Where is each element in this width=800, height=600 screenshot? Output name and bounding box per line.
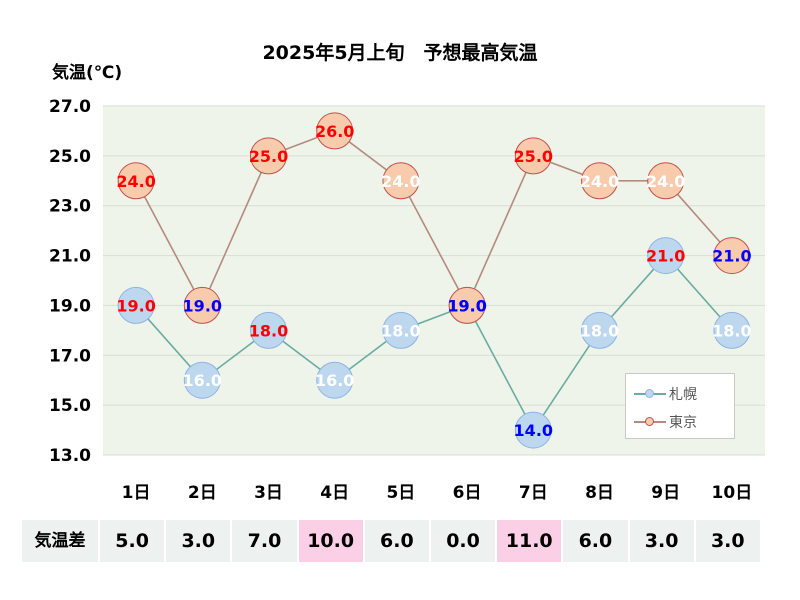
temperature-difference-row: 気温差 5.0 3.0 7.0 10.0 6.0 0.0 11.0 6.0 3.0 3.0 xyxy=(22,520,762,562)
data-label: 18.0 xyxy=(712,321,751,340)
diff-cell: 3.0 xyxy=(695,520,762,562)
chart-legend: 札幌 東京 xyxy=(625,373,735,439)
legend-label-tokyo: 東京 xyxy=(669,415,697,431)
data-label: 21.0 xyxy=(712,247,751,266)
x-tick-label: 5日 xyxy=(386,483,416,503)
data-point xyxy=(647,162,685,200)
diff-cell: 7.0 xyxy=(232,520,299,562)
data-label: 18.0 xyxy=(381,321,420,340)
data-label: 16.0 xyxy=(183,371,222,390)
legend-label-sapporo: 札幌 xyxy=(669,387,697,403)
x-tick-label: 8日 xyxy=(585,483,614,503)
diff-cell: 6.0 xyxy=(364,520,431,562)
series-line-0 xyxy=(135,254,733,432)
data-point xyxy=(713,237,751,275)
y-tick-label: 17.0 xyxy=(49,346,91,366)
y-tick-label: 25.0 xyxy=(49,147,91,167)
diff-cell: 11.0 xyxy=(497,520,564,562)
x-tick-label: 10日 xyxy=(711,483,753,503)
y-tick-label: 27.0 xyxy=(49,97,91,117)
data-label: 26.0 xyxy=(315,122,354,141)
data-point xyxy=(117,162,155,200)
data-label: 19.0 xyxy=(116,296,155,315)
data-label: 18.0 xyxy=(580,321,619,340)
data-label: 19.0 xyxy=(447,296,486,315)
data-point xyxy=(514,137,552,175)
diff-cell: 10.0 xyxy=(298,520,365,562)
data-point xyxy=(316,361,354,399)
diff-cell: 0.0 xyxy=(430,520,498,562)
data-point xyxy=(382,162,420,200)
data-label: 25.0 xyxy=(249,147,288,166)
y-axis-label: 気温(℃) xyxy=(52,63,123,83)
x-tick-label: 3日 xyxy=(254,483,283,503)
x-tick-label: 7日 xyxy=(518,483,548,503)
y-tick-label: 21.0 xyxy=(49,247,91,267)
y-tick-label: 23.0 xyxy=(49,197,91,217)
data-point xyxy=(514,411,552,449)
data-label: 16.0 xyxy=(315,371,354,390)
data-label: 24.0 xyxy=(646,172,685,191)
data-label: 19.0 xyxy=(183,296,222,315)
y-tick-label: 15.0 xyxy=(49,396,91,416)
diff-cell: 6.0 xyxy=(563,520,630,562)
data-point xyxy=(448,286,486,324)
data-label: 21.0 xyxy=(646,247,685,266)
data-point xyxy=(382,311,420,349)
diff-row-header: 気温差 xyxy=(22,520,100,562)
series-line-1 xyxy=(135,130,733,308)
x-axis-labels: 1日 2日 3日 4日 5日 6日 7日 8日 9日 10日 xyxy=(0,478,800,506)
data-label: 14.0 xyxy=(514,421,553,440)
data-point xyxy=(316,112,354,150)
x-tick-label: 1日 xyxy=(121,483,151,503)
data-point xyxy=(581,311,618,349)
y-tick-label: 13.0 xyxy=(49,446,91,466)
data-point xyxy=(713,311,751,349)
x-tick-label: 6日 xyxy=(452,483,482,503)
x-tick-label: 2日 xyxy=(187,483,217,503)
data-point xyxy=(183,286,221,324)
chart-title: 2025年5月上旬 予想最高気温 xyxy=(262,42,538,64)
data-label: 18.0 xyxy=(249,321,288,340)
data-point xyxy=(250,137,287,175)
data-point xyxy=(647,237,685,275)
data-label: 25.0 xyxy=(514,147,553,166)
data-label: 24.0 xyxy=(116,172,155,191)
diff-cell: 3.0 xyxy=(166,520,233,562)
diff-cell: 3.0 xyxy=(629,520,696,562)
data-label: 19.0 xyxy=(447,296,486,315)
data-label: 24.0 xyxy=(580,172,619,191)
data-point xyxy=(250,311,287,349)
legend-item-tokyo: 東京 xyxy=(634,412,697,432)
legend-swatch-sapporo xyxy=(634,387,666,401)
data-point xyxy=(581,162,618,200)
x-tick-label: 9日 xyxy=(651,483,681,503)
data-point xyxy=(183,361,221,399)
diff-cell: 5.0 xyxy=(100,520,167,562)
legend-item-sapporo: 札幌 xyxy=(634,384,697,404)
legend-swatch-tokyo xyxy=(634,415,666,429)
data-label: 24.0 xyxy=(381,172,420,191)
x-tick-label: 4日 xyxy=(320,483,350,503)
y-tick-label: 19.0 xyxy=(49,296,91,316)
data-point xyxy=(117,286,155,324)
